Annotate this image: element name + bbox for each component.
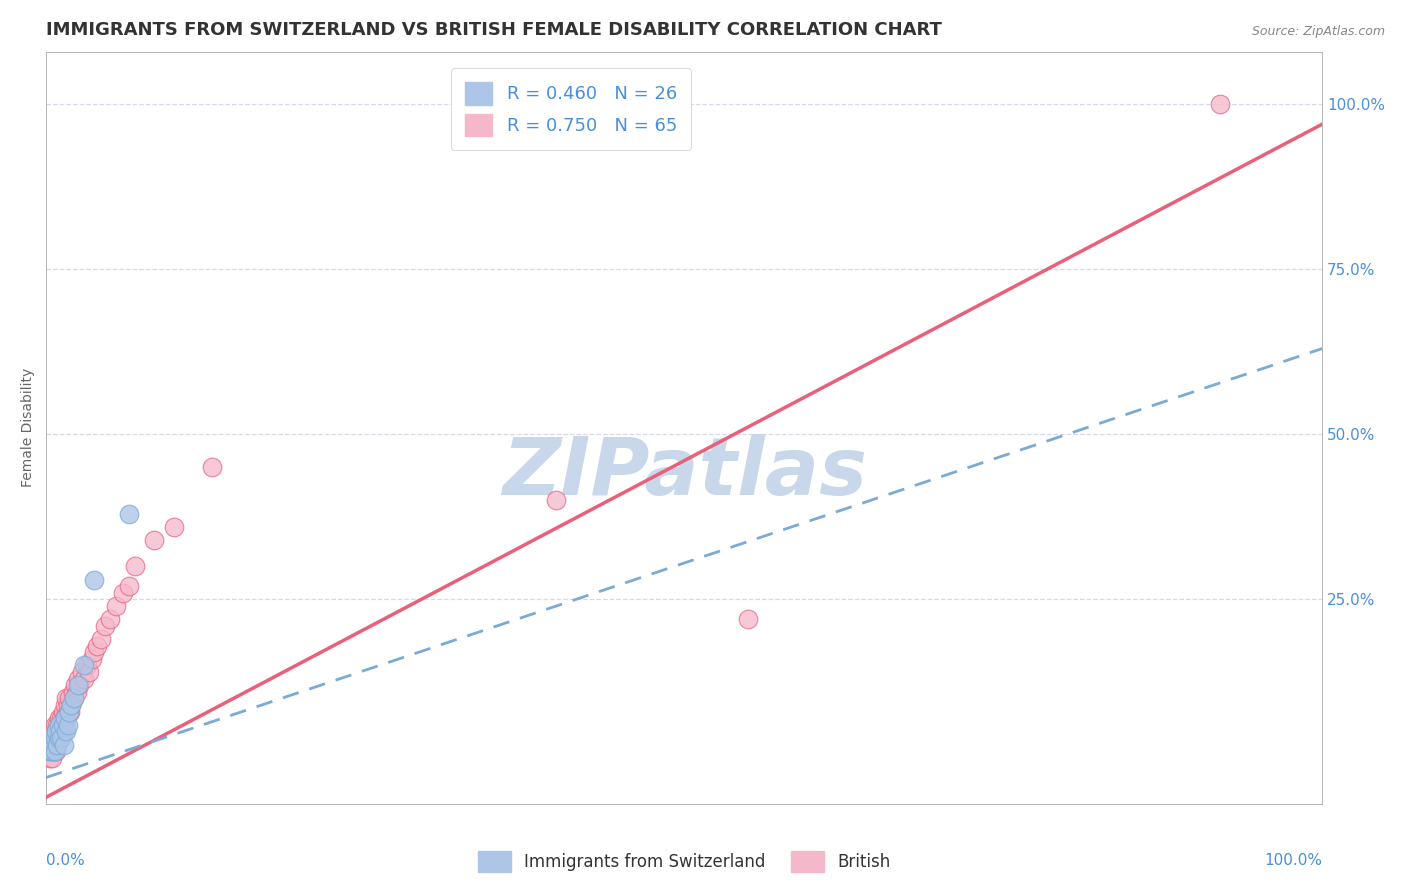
Point: [38, 738, 60, 752]
Point: [46, 738, 69, 752]
Point: [80, 651, 103, 665]
Point: [48, 717, 70, 731]
Point: [98, 612, 121, 626]
Point: [52, 724, 75, 739]
Point: [42, 744, 65, 758]
Point: [63, 691, 86, 706]
Text: 0.0%: 0.0%: [46, 853, 84, 868]
Point: [52, 711, 75, 725]
Point: [51, 717, 73, 731]
Point: [41, 750, 63, 764]
Point: [41, 744, 63, 758]
Point: [48, 711, 70, 725]
Point: [39, 738, 62, 752]
Point: [48, 731, 70, 745]
Point: [118, 579, 141, 593]
Point: [55, 711, 77, 725]
Point: [44, 731, 66, 745]
Point: [41, 744, 63, 758]
Point: [45, 744, 67, 758]
Point: [79, 665, 101, 679]
Point: [546, 493, 568, 508]
Point: [44, 717, 66, 731]
Point: [55, 691, 77, 706]
Point: [58, 705, 80, 719]
Point: [53, 711, 76, 725]
Point: [162, 520, 184, 534]
Point: [46, 717, 69, 731]
Point: [65, 678, 87, 692]
Point: [51, 731, 73, 745]
Point: [62, 684, 84, 698]
Point: [49, 724, 72, 739]
Point: [66, 678, 89, 692]
Point: [51, 711, 73, 725]
Point: [41, 731, 63, 745]
Point: [38, 750, 60, 764]
Point: [90, 632, 112, 646]
Text: ZIPatlas: ZIPatlas: [502, 434, 866, 512]
Point: [124, 559, 146, 574]
Point: [51, 717, 73, 731]
Point: [737, 612, 759, 626]
Point: [37, 744, 59, 758]
Point: [56, 705, 79, 719]
Point: [111, 586, 134, 600]
Point: [59, 705, 82, 719]
Point: [49, 717, 72, 731]
Point: [51, 731, 73, 745]
Point: [42, 738, 65, 752]
Text: 100.0%: 100.0%: [1264, 853, 1322, 868]
Point: [39, 744, 62, 758]
Point: [67, 678, 90, 692]
Point: [73, 672, 96, 686]
Point: [41, 731, 63, 745]
Point: [143, 533, 166, 547]
Point: [86, 639, 108, 653]
Point: [44, 744, 66, 758]
Point: [118, 507, 141, 521]
Point: [55, 724, 77, 739]
Point: [201, 460, 224, 475]
Point: [93, 618, 115, 632]
Text: IMMIGRANTS FROM SWITZERLAND VS BRITISH FEMALE DISABILITY CORRELATION CHART: IMMIGRANTS FROM SWITZERLAND VS BRITISH F…: [46, 21, 942, 39]
Point: [60, 698, 83, 712]
Point: [73, 658, 96, 673]
Point: [38, 738, 60, 752]
Point: [83, 573, 105, 587]
Point: [39, 744, 62, 758]
Point: [66, 672, 89, 686]
Point: [53, 717, 76, 731]
Point: [65, 684, 87, 698]
Point: [56, 698, 79, 712]
Point: [44, 731, 66, 745]
Point: [76, 658, 98, 673]
Point: [63, 691, 86, 706]
Point: [83, 645, 105, 659]
Text: Source: ZipAtlas.com: Source: ZipAtlas.com: [1251, 25, 1385, 38]
Point: [42, 724, 65, 739]
Point: [58, 691, 80, 706]
Point: [42, 738, 65, 752]
Point: [48, 731, 70, 745]
Point: [51, 705, 73, 719]
Point: [53, 698, 76, 712]
Point: [105, 599, 128, 613]
Point: [37, 744, 59, 758]
Point: [60, 698, 83, 712]
Point: [1209, 97, 1232, 112]
Point: [48, 724, 70, 739]
Point: [44, 738, 66, 752]
Point: [56, 717, 79, 731]
Point: [45, 724, 67, 739]
Point: [45, 731, 67, 745]
Point: [49, 724, 72, 739]
Point: [46, 738, 69, 752]
Y-axis label: Female Disability: Female Disability: [21, 368, 35, 487]
Point: [52, 738, 75, 752]
Point: [70, 665, 93, 679]
Legend: Immigrants from Switzerland, British: Immigrants from Switzerland, British: [471, 845, 897, 879]
Point: [45, 724, 67, 739]
